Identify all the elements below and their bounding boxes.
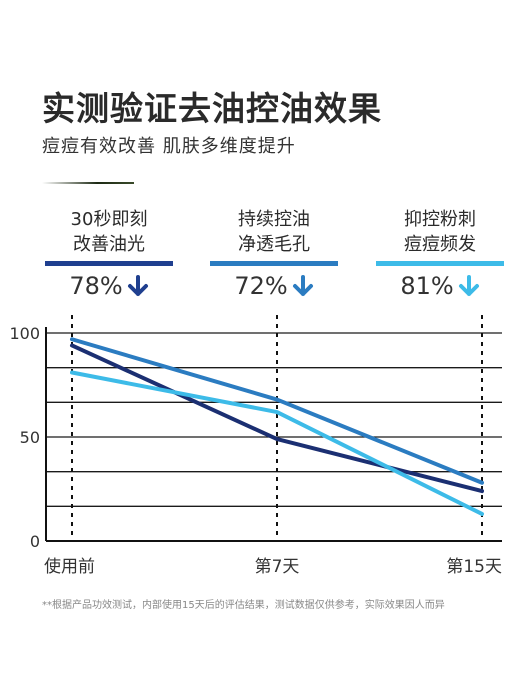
- y-tick-label: 0: [30, 532, 40, 551]
- y-tick-label: 50: [20, 428, 40, 447]
- stat-value: 78%: [69, 272, 123, 300]
- stat-label-line1: 30秒即刻: [70, 209, 148, 230]
- stat-label-line1: 持续控油: [238, 209, 310, 230]
- arrow-down-icon: [292, 275, 313, 296]
- stat-card-2: 持续控油 净透毛孔 72%: [210, 207, 338, 300]
- line-chart: 0 50 100 使用前 第7天 第15天: [9, 315, 502, 577]
- series-line-2: [70, 337, 484, 485]
- stat-value-row: 81%: [376, 272, 504, 300]
- page-title: 实测验证去油控油效果: [42, 89, 382, 128]
- stat-value: 72%: [234, 272, 288, 300]
- title-divider: [42, 182, 134, 184]
- stat-color-bar: [45, 261, 173, 266]
- stat-value: 81%: [400, 272, 454, 300]
- y-tick-label: 100: [9, 324, 40, 343]
- stat-card-1: 30秒即刻 改善油光 78%: [45, 207, 173, 300]
- stat-value-row: 72%: [210, 272, 338, 300]
- arrow-down-icon: [458, 275, 479, 296]
- stat-label-line2: 痘痘频发: [404, 234, 476, 255]
- stat-color-bar: [210, 261, 338, 266]
- arrow-down-icon: [127, 275, 148, 296]
- stat-card-3: 抑控粉刺 痘痘频发 81%: [376, 207, 504, 300]
- series-line-3: [70, 370, 484, 516]
- stat-value-row: 78%: [45, 272, 173, 300]
- page-subtitle: 痘痘有效改善 肌肤多维度提升: [42, 136, 296, 157]
- stat-label-line1: 抑控粉刺: [404, 209, 476, 230]
- footnote: **根据产品功效测试，内部使用15天后的评估结果，测试数据仅供参考，实际效果因人…: [42, 600, 445, 611]
- stat-label-line2: 净透毛孔: [238, 234, 310, 255]
- stat-color-bar: [376, 261, 504, 266]
- stat-label-line2: 改善油光: [73, 234, 145, 255]
- series-line-1: [70, 343, 484, 494]
- x-tick-label: 第15天: [446, 557, 502, 577]
- x-tick-label: 第7天: [255, 557, 300, 577]
- x-tick-label: 使用前: [44, 556, 95, 577]
